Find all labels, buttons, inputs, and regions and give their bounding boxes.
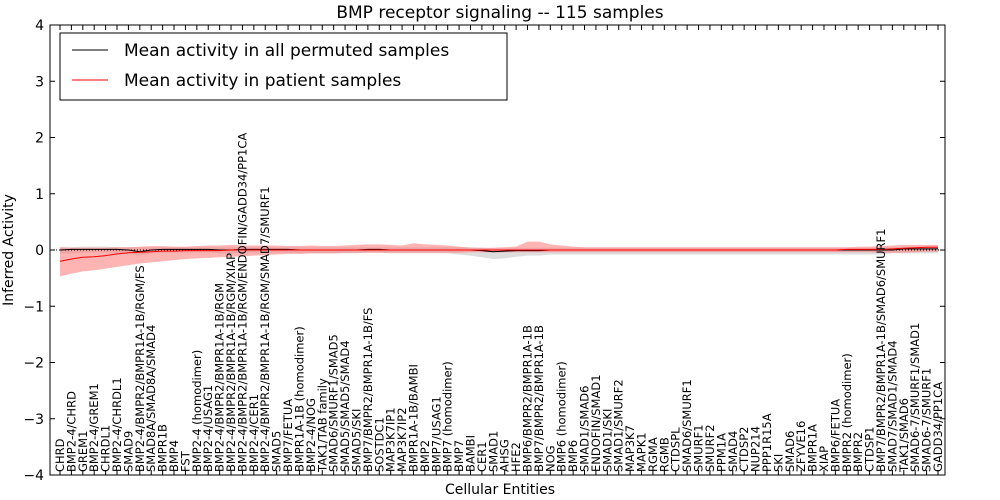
x-category-label: SMAD5/SKI [350, 409, 364, 472]
x-category-label: BMP7/BMPR2/BMPR1A-1B/FS [361, 308, 375, 472]
x-category-label: BMP2-4/BMPR2/BMPR1A-1B/RGM/FS [133, 265, 147, 472]
x-category-label: BMPR1A-1B (homodimer) [293, 326, 307, 472]
x-category-label: SMAD1/SMURF2 [612, 379, 626, 472]
x-category-label: TAK1/TAB family [315, 378, 329, 473]
x-category-label: SMAD6/SMURF1/SMAD5 [327, 334, 341, 472]
x-category-label: SMAD1/SKI [600, 409, 614, 472]
x-category-label: SMAD6/SMURF1 [680, 379, 694, 472]
y-tick-label: 1 [35, 187, 44, 203]
x-category-label: BMP2 [418, 440, 432, 472]
y-tick-label: 3 [35, 74, 44, 90]
x-category-label: CTDSPL [669, 427, 683, 472]
x-category-label: BMP2-4/CER1 [247, 394, 261, 472]
x-category-label: BMPR2 [851, 432, 865, 472]
x-category-label: PPM1A [714, 433, 728, 472]
series-line-patient [59, 246, 938, 262]
y-tick-label: −2 [23, 356, 44, 372]
y-tick-label: −4 [23, 468, 44, 484]
y-tick-label: 2 [35, 131, 44, 147]
x-category-label: SMAD6 [783, 431, 797, 472]
x-category-label: TAK1/SMAD6 [897, 398, 911, 473]
x-category-label: HFE2 [509, 442, 523, 472]
x-category-label: BMPR1B [156, 424, 170, 472]
y-tick-label: 4 [35, 18, 44, 34]
x-category-label: BAMBI [464, 435, 478, 472]
x-category-label: BMP4 [167, 440, 181, 472]
x-category-label: SMAD4 [726, 431, 740, 472]
x-category-label: SOSTDC1 [372, 417, 386, 472]
x-category-label: BMPR2 (homodimer) [840, 353, 854, 472]
x-category-label: BMP6 [566, 440, 580, 472]
x-category-label: BMP2-4/GREM1 [87, 383, 101, 472]
x-category-label: BMP6 (homodimer) [555, 361, 569, 472]
y-tick-label: −3 [23, 412, 44, 428]
x-category-label: XIAP [817, 446, 831, 472]
x-category-label: MAPK1 [635, 432, 649, 472]
x-category-label: CER1 [475, 441, 489, 472]
x-category-label: BMPR1A-1B/BAMBI [407, 364, 421, 472]
x-category-label: BMP2-4/CHRD [64, 391, 78, 472]
x-category-label: SKI [771, 454, 785, 472]
legend: Mean activity in all permuted samples Me… [59, 32, 508, 101]
x-axis-title: Cellular Entities [445, 482, 555, 498]
x-category-label: GREM1 [76, 431, 90, 472]
chart-title: BMP receptor signaling -- 115 samples [336, 3, 663, 23]
x-category-label: SMURF2 [703, 424, 717, 472]
x-category-label: SMAD1 [486, 431, 500, 472]
x-category-label: PPP1R15A [760, 413, 774, 472]
band-patient [60, 241, 938, 277]
x-category-label: BMP2-4/BMPR2/BMPR1A-1B/RGM/XIAP [224, 253, 238, 472]
x-category-label: BMP2-4/NOG [304, 398, 318, 472]
x-category-label: BMP6/BMPR2/BMPR1A-1B [521, 325, 535, 472]
x-category-label: SMAD6-7/SMURF1 [920, 368, 934, 472]
x-category-label: BMP2-4/BMPR2/BMPR1A-1B/RGM/ENDOFIN/GADD3… [235, 133, 249, 472]
legend-label-permuted: Mean activity in all permuted samples [124, 41, 449, 61]
x-category-label: CHRD [53, 438, 67, 472]
x-category-label: BMP7/BMPR2/BMPR1A-1B/SMAD6/SMURF1 [874, 229, 888, 472]
legend-box [59, 32, 508, 101]
x-category-label: BMP2-4/CHRDL1 [110, 377, 124, 472]
x-category-label: SMAD6-7/SMURF1/SMAD1 [908, 323, 922, 472]
x-category-label: BMP7/FETUA [281, 399, 295, 472]
x-category-label: AHSG [498, 439, 512, 472]
x-category-label: BMP7 (homodimer) [441, 361, 455, 472]
x-category-label: ZFYVE16 [794, 421, 808, 472]
x-category-label: BMP2-4/BMPR2/BMPR1A-1B/RGM [213, 283, 227, 472]
x-category-label: RGMA [646, 437, 660, 472]
x-category-label: SMAD1/SMAD6 [578, 386, 592, 472]
x-category-label: RGMB [657, 437, 671, 472]
x-category-label: GADD34/PP1CA [931, 382, 945, 472]
x-category-label: CTDSP1 [863, 427, 877, 472]
x-category-label: BMP7/BMPR2/BMPR1A-1B [532, 325, 546, 472]
x-category-label: MAP3K7 [623, 425, 637, 472]
x-category-label: SMAD9 [121, 431, 135, 472]
x-category-label: SMAD5/SMAD5/SMAD4 [338, 340, 352, 472]
x-category-label: BMP2-4/BMPR2/BMPR1A-1B/RGM/SMAD7/SMURF1 [258, 186, 272, 472]
x-category-label: SMAD8A/SMAD8A/SMAD4 [144, 325, 158, 472]
x-category-label: BMPR1A [806, 424, 820, 472]
x-category-label: NOG [543, 445, 557, 472]
y-tick-label: −1 [23, 299, 44, 315]
x-category-label: SMURF1 [692, 424, 706, 472]
x-category-label: FST [178, 450, 192, 472]
x-category-label: BMP2-4/USAG1 [201, 385, 215, 472]
y-axis-title: Inferred Activity [1, 194, 17, 306]
x-category-label: MAP3K7IP1 [384, 407, 398, 472]
x-category-label: SMAD7/SMAD1/SMAD4 [885, 340, 899, 472]
x-category-label: BMP7 [452, 440, 466, 472]
y-tick-label: 0 [35, 243, 44, 259]
x-category-label: SMAD5 [270, 431, 284, 472]
legend-label-patient: Mean activity in patient samples [124, 71, 401, 91]
x-category-label: CTDSP2 [737, 427, 751, 472]
x-category-label: MAP3K7IP2 [395, 407, 409, 472]
x-category-label: BMP7/USAG1 [429, 396, 443, 472]
x-category-label: BMP2-4 (homodimer) [190, 350, 204, 472]
x-category-label: NUP214 [749, 426, 763, 472]
x-category-label: BMP6/FETUA [828, 399, 842, 472]
x-category-label: ENDOFIN/SMAD1 [589, 374, 603, 472]
x-category-label: CHRDL1 [99, 425, 113, 472]
